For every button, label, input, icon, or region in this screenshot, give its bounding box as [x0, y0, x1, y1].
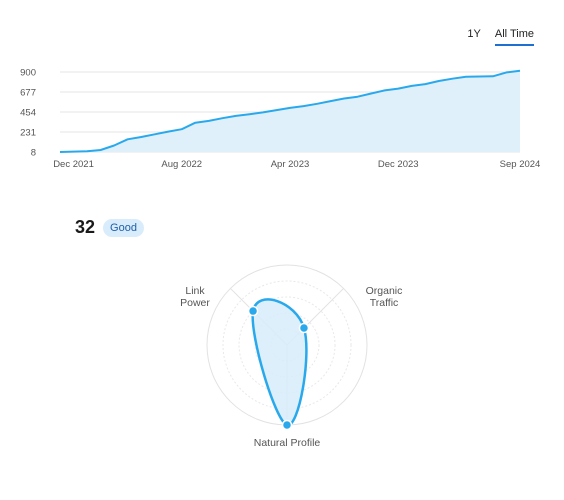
radar-point	[247, 305, 259, 317]
range-toggle: 1Y All Time	[467, 28, 534, 46]
radar-label-link-power: Link Power	[180, 285, 210, 309]
series-line	[59, 69, 521, 153]
score-value: 32	[75, 217, 96, 237]
range-option-all-time[interactable]: All Time	[494, 28, 534, 46]
trend-area-chart: 900 677 454 231 8 Dec 2021 Aug 2022 Apr 2023 Dec…	[20, 68, 541, 171]
x-tick-label: Dec 2023	[378, 159, 419, 170]
x-tick-label: Apr 2023	[271, 159, 310, 170]
radar-label-natural-profile: Natural Profile	[254, 437, 321, 449]
score-badge: Good	[103, 218, 144, 237]
y-tick-label: 8	[31, 148, 36, 159]
radar-chart: Link Power Organic Traffic Natural Profile	[180, 264, 403, 449]
x-tick-label: Aug 2022	[161, 159, 202, 170]
series-area	[60, 70, 520, 152]
score-summary: 32 Good	[75, 217, 144, 238]
y-tick-label: 231	[20, 128, 36, 139]
radar-point	[298, 322, 310, 334]
radar-ring	[238, 296, 336, 394]
radar-label-organic-traffic: Organic Traffic	[366, 285, 403, 309]
y-tick-label: 677	[20, 88, 36, 99]
x-tick-label: Dec 2021	[53, 159, 94, 170]
y-tick-label: 454	[20, 108, 36, 119]
radar-ring	[254, 312, 320, 378]
radar-point	[281, 419, 293, 431]
x-tick-label: Sep 2024	[500, 159, 541, 170]
range-option-1y[interactable]: 1Y	[467, 28, 481, 40]
radar-shape	[251, 298, 308, 427]
y-tick-label: 900	[20, 68, 36, 79]
